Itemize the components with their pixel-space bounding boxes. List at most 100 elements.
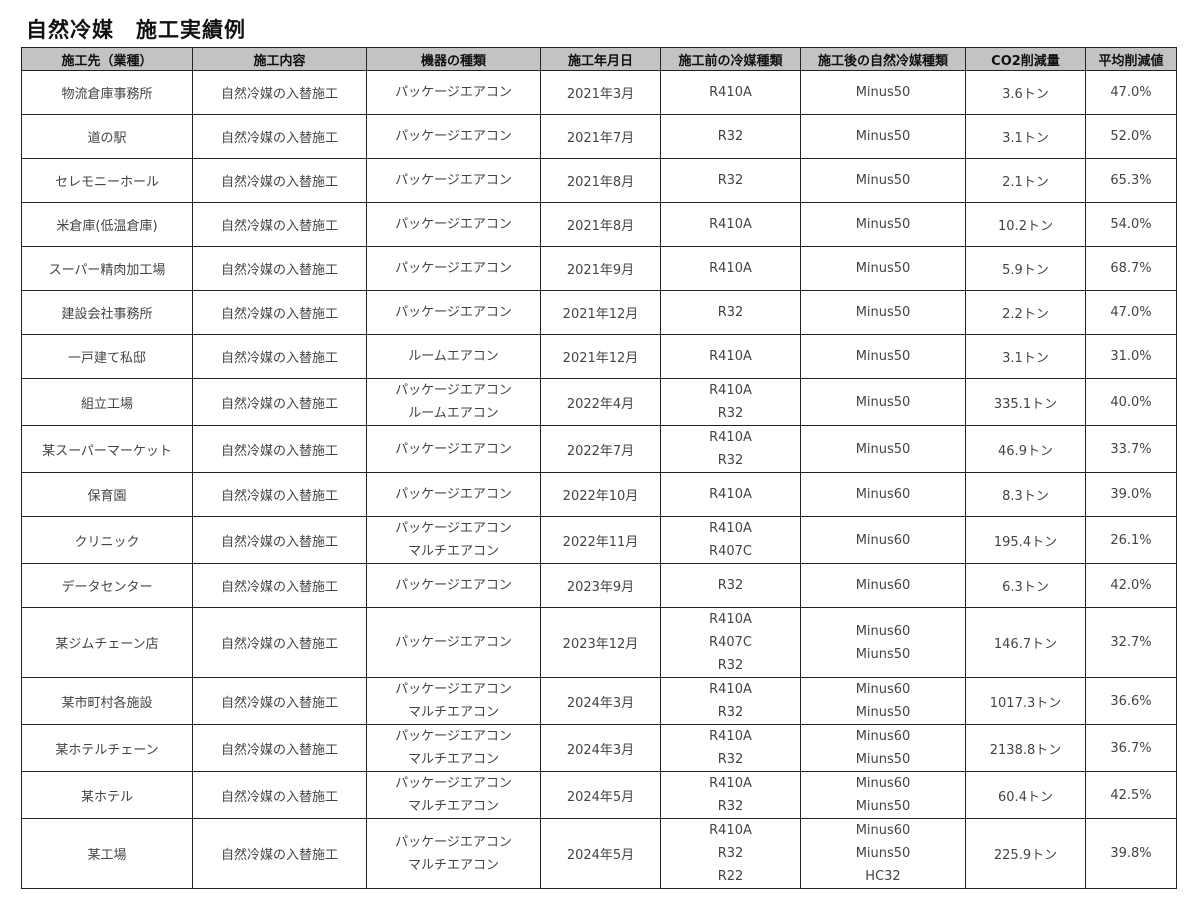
- site-cell: スーパー精肉加工場: [21, 246, 193, 291]
- equipment-cell: パッケージエアコン マルチエアコン: [366, 724, 541, 772]
- cell-line: パッケージエアコン: [395, 635, 512, 650]
- cell-line: パッケージエアコン: [395, 776, 512, 791]
- work-cell: 自然冷媒の入替施工: [192, 563, 367, 608]
- cell-line: R410A: [709, 682, 752, 697]
- date-cell: 2022年11月: [540, 516, 661, 564]
- work-cell: 自然冷媒の入替施工: [192, 425, 367, 473]
- cell-line: パッケージエアコン: [395, 129, 512, 144]
- work-cell: 自然冷媒の入替施工: [192, 70, 367, 115]
- before-refrigerant-cell: R410A R407C R32: [660, 607, 801, 678]
- co2-reduction-cell: 3.1トン: [965, 114, 1086, 159]
- cell-line: Minus50: [855, 305, 911, 320]
- cell-line: パッケージエアコン: [395, 578, 512, 593]
- before-refrigerant-cell: R410A: [660, 70, 801, 115]
- before-refrigerant-cell: R410A R32: [660, 724, 801, 772]
- cell-line: R410A: [709, 823, 752, 838]
- equipment-cell: パッケージエアコン ルームエアコン: [366, 378, 541, 426]
- co2-reduction-cell: 10.2トン: [965, 202, 1086, 247]
- date-cell: 2021年7月: [540, 114, 661, 159]
- average-reduction-cell: 31.0%: [1085, 334, 1177, 379]
- work-cell: 自然冷媒の入替施工: [192, 724, 367, 772]
- cell-line: Minus60: [855, 682, 911, 697]
- date-cell: 2021年9月: [540, 246, 661, 291]
- table-row: 某ホテルチェーン 自然冷媒の入替施工 パッケージエアコン マルチエアコン 2024年3月…: [21, 724, 1177, 772]
- co2-reduction-cell: 225.9トン: [965, 818, 1086, 889]
- after-refrigerant-cell: Minus50: [800, 334, 966, 379]
- site-cell: 某ホテル: [21, 771, 193, 819]
- after-refrigerant-cell: Minus60 Miuns50: [800, 771, 966, 819]
- equipment-cell: パッケージエアコン: [366, 158, 541, 203]
- cell-line: パッケージエアコン: [395, 383, 512, 398]
- date-cell: 2023年9月: [540, 563, 661, 608]
- date-cell: 2024年5月: [540, 818, 661, 889]
- average-reduction-cell: 47.0%: [1085, 70, 1177, 115]
- co2-reduction-cell: 60.4トン: [965, 771, 1086, 819]
- site-cell: 物流倉庫事務所: [21, 70, 193, 115]
- site-cell: 某市町村各施設: [21, 677, 193, 725]
- cell-line: R410A: [709, 776, 752, 791]
- co2-reduction-cell: 335.1トン: [965, 378, 1086, 426]
- equipment-cell: パッケージエアコン マルチエアコン: [366, 516, 541, 564]
- cell-line: Minus50: [855, 173, 911, 188]
- table-row: データセンター 自然冷媒の入替施工 パッケージエアコン 2023年9月 R32 Minus…: [21, 563, 1177, 608]
- after-refrigerant-cell: Minus60 Minus50: [800, 677, 966, 725]
- equipment-cell: パッケージエアコン: [366, 114, 541, 159]
- column-header-after-refrigerant: 施工後の自然冷媒種類: [800, 47, 966, 71]
- site-cell: 某ホテルチェーン: [21, 724, 193, 772]
- cell-line: パッケージエアコン: [395, 173, 512, 188]
- cell-line: R407C: [709, 544, 752, 559]
- cell-line: R22: [717, 869, 744, 884]
- date-cell: 2021年3月: [540, 70, 661, 115]
- cell-line: ルームエアコン: [408, 349, 499, 364]
- cell-line: R410A: [709, 521, 752, 536]
- before-refrigerant-cell: R410A: [660, 472, 801, 517]
- equipment-cell: パッケージエアコン: [366, 563, 541, 608]
- after-refrigerant-cell: Minus60 Miuns50: [800, 607, 966, 678]
- average-reduction-cell: 36.6%: [1085, 677, 1177, 725]
- co2-reduction-cell: 2.2トン: [965, 290, 1086, 335]
- cell-line: Miuns50: [855, 846, 911, 861]
- cell-line: Minus50: [855, 394, 911, 410]
- date-cell: 2021年8月: [540, 202, 661, 247]
- equipment-cell: パッケージエアコン: [366, 202, 541, 247]
- cell-line: パッケージエアコン: [395, 729, 512, 744]
- cell-line: Minus50: [855, 85, 911, 100]
- co2-reduction-cell: 2.1トン: [965, 158, 1086, 203]
- co2-reduction-cell: 195.4トン: [965, 516, 1086, 564]
- cell-line: R32: [717, 305, 744, 320]
- cell-line: ルームエアコン: [408, 406, 499, 421]
- table-row: 組立工場 自然冷媒の入替施工 パッケージエアコン ルームエアコン 2022年4月 R410…: [21, 378, 1177, 426]
- work-cell: 自然冷媒の入替施工: [192, 202, 367, 247]
- table-row: 道の駅 自然冷媒の入替施工 パッケージエアコン 2021年7月 R32 Minus50 3.…: [21, 114, 1177, 159]
- site-cell: 某工場: [21, 818, 193, 889]
- cell-line: マルチエアコン: [407, 705, 499, 720]
- table-row: 某スーパーマーケット 自然冷媒の入替施工 パッケージエアコン 2022年7月 R410A…: [21, 425, 1177, 473]
- after-refrigerant-cell: Minus50: [800, 425, 966, 473]
- cell-line: R410A: [709, 729, 752, 744]
- date-cell: 2023年12月: [540, 607, 661, 678]
- cell-line: マルチエアコン: [407, 544, 499, 559]
- average-reduction-cell: 68.7%: [1085, 246, 1177, 291]
- table-header-row: 施工先（業種） 施工内容 機器の種類 施工年月日 施工前の冷媒種類 施工後の自然冷媒種類 C…: [21, 47, 1177, 71]
- column-header-date: 施工年月日: [540, 47, 661, 71]
- cell-line: R32: [717, 752, 744, 767]
- cell-line: Minus50: [855, 441, 911, 457]
- cell-line: パッケージエアコン: [395, 682, 512, 697]
- cell-line: Miuns50: [855, 799, 911, 814]
- table-row: 某市町村各施設 自然冷媒の入替施工 パッケージエアコン マルチエアコン 2024年3月 R…: [21, 677, 1177, 725]
- cell-line: R32: [717, 173, 744, 188]
- after-refrigerant-cell: Minus50: [800, 114, 966, 159]
- column-header-before-refrigerant: 施工前の冷媒種類: [660, 47, 801, 71]
- cell-line: Miuns50: [855, 646, 911, 662]
- average-reduction-cell: 52.0%: [1085, 114, 1177, 159]
- average-reduction-cell: 32.7%: [1085, 607, 1177, 678]
- average-reduction-cell: 47.0%: [1085, 290, 1177, 335]
- after-refrigerant-cell: Minus60: [800, 516, 966, 564]
- after-refrigerant-cell: Minus60 Miuns50: [800, 724, 966, 772]
- date-cell: 2021年12月: [540, 334, 661, 379]
- cell-line: R32: [717, 578, 744, 593]
- cell-line: パッケージエアコン: [395, 305, 512, 320]
- table-row: 建設会社事務所 自然冷媒の入替施工 パッケージエアコン 2021年12月 R32 Minu…: [21, 290, 1177, 335]
- equipment-cell: パッケージエアコン: [366, 425, 541, 473]
- date-cell: 2022年7月: [540, 425, 661, 473]
